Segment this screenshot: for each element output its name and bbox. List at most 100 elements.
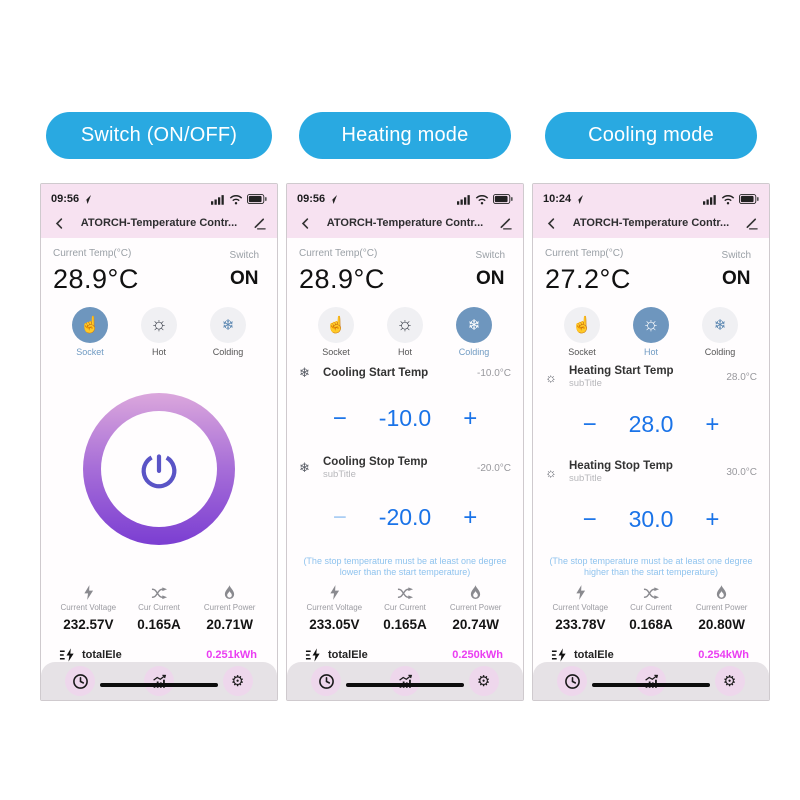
stepper-cooling-start: − -10.0 + (299, 405, 511, 432)
back-icon[interactable] (543, 217, 559, 230)
snowflake-icon: ❄ (713, 317, 727, 334)
status-time: 09:56 (51, 193, 80, 205)
nav-bar: ATORCH-Temperature Contr... (533, 208, 769, 238)
stats-button[interactable] (389, 666, 420, 696)
phone-body: Current Temp(°C) 28.9°C Switch ON ☝ Sock… (41, 238, 277, 700)
cellular-icon (703, 194, 717, 205)
edit-icon[interactable] (251, 217, 267, 230)
mode-socket[interactable]: ☝ Socket (553, 307, 611, 357)
page-title: ATORCH-Temperature Contr... (326, 217, 484, 229)
page-title: ATORCH-Temperature Contr... (572, 217, 730, 229)
settings-button[interactable]: ⚙ (468, 666, 499, 696)
setting-subtitle: subTitle (569, 378, 602, 389)
setting-row-heating-start: ☼ Heating Start Temp subTitle 28.0°C (545, 365, 757, 389)
total-ele-value: 0.254kWh (698, 649, 749, 661)
minus-button[interactable]: − (582, 505, 597, 533)
total-ele-icon (305, 648, 322, 662)
lightning-icon (299, 583, 370, 600)
power-button[interactable] (83, 393, 235, 545)
shuffle-icon (124, 583, 195, 600)
mode-colding[interactable]: ❄ Colding (199, 307, 257, 357)
phone-screen-switch: 09:56 ATORCH-Temperature Contr... (40, 183, 278, 701)
column-heating: Heating mode 09:56 ATORCH-Temper (286, 112, 524, 701)
home-indicator[interactable] (100, 683, 218, 687)
mode-label: Socket (322, 347, 350, 357)
plus-button[interactable]: + (705, 505, 720, 533)
note-text: (The stop temperature must be at least o… (303, 555, 507, 578)
mode-hot[interactable]: ☼ Hot (376, 307, 434, 357)
mode-selector: ☝ Socket ☼ Hot ❄ Colding (53, 307, 265, 357)
snowflake-icon: ❄ (299, 365, 310, 380)
settings-section: ❄ Cooling Start Temp -10.0°C − -10.0 + ❄ (299, 357, 511, 581)
mode-label: Hot (397, 347, 412, 357)
edit-icon[interactable] (497, 217, 513, 230)
hand-icon: ☝ (80, 317, 100, 334)
snowflake-icon: ❄ (299, 460, 310, 476)
phone-body: Current Temp(°C) 27.2°C Switch ON ☝ Sock… (533, 238, 769, 700)
columns: Switch (ON/OFF) 09:56 ATORCH-Tem (40, 112, 770, 701)
setting-title: Heating Start Temp (569, 365, 674, 377)
stats-button[interactable] (635, 666, 666, 696)
home-indicator[interactable] (346, 683, 464, 687)
minus-button[interactable]: − (582, 410, 597, 438)
flame-icon (440, 583, 511, 600)
history-button[interactable] (557, 666, 588, 696)
location-icon (574, 194, 584, 204)
current-temp-value: 28.9°C (299, 264, 385, 294)
pill-button-heating[interactable]: Heating mode (299, 112, 511, 159)
battery-icon (247, 194, 267, 204)
stats-button[interactable] (143, 666, 174, 696)
settings-button[interactable]: ⚙ (222, 666, 253, 696)
clock-icon (72, 673, 89, 690)
metric-power: Current Power 20.74W (440, 583, 511, 632)
status-bar: 09:56 (287, 184, 523, 208)
minus-button[interactable]: − (332, 404, 347, 432)
mode-label: Hot (151, 347, 166, 357)
wifi-icon (475, 194, 489, 205)
page-title: ATORCH-Temperature Contr... (80, 217, 238, 229)
current-temp-label: Current Temp(°C) (299, 248, 378, 259)
minus-button[interactable]: − (332, 503, 347, 531)
home-indicator[interactable] (592, 683, 710, 687)
history-button[interactable] (65, 666, 96, 696)
mode-colding[interactable]: ❄ Colding (445, 307, 503, 357)
mode-hot[interactable]: ☼ Hot (622, 307, 680, 357)
back-icon[interactable] (51, 217, 67, 230)
current-temp-label: Current Temp(°C) (545, 248, 624, 259)
mode-socket[interactable]: ☝ Socket (307, 307, 365, 357)
total-ele-icon (59, 648, 76, 662)
gear-icon: ⚙ (722, 673, 737, 690)
lightning-icon (53, 583, 124, 600)
pill-button-switch[interactable]: Switch (ON/OFF) (46, 112, 272, 159)
back-icon[interactable] (297, 217, 313, 230)
metrics-row: Current Voltage 233.05V Cur Current 0.16… (299, 583, 511, 632)
current-temp-label: Current Temp(°C) (53, 248, 132, 259)
history-button[interactable] (311, 666, 342, 696)
edit-icon[interactable] (743, 217, 759, 230)
pill-button-cooling[interactable]: Cooling mode (545, 112, 757, 159)
setting-value: 28.0°C (726, 371, 757, 383)
metric-voltage: Current Voltage 233.05V (299, 583, 370, 632)
plus-button[interactable]: + (463, 503, 478, 531)
sun-icon: ☼ (396, 314, 414, 335)
clock-icon (564, 673, 581, 690)
mode-hot[interactable]: ☼ Hot (130, 307, 188, 357)
metric-power: Current Power 20.80W (686, 583, 757, 632)
sun-icon: ☼ (545, 369, 557, 385)
status-bar: 09:56 (41, 184, 277, 208)
total-ele-value: 0.251kWh (206, 649, 257, 661)
phone-header: 09:56 ATORCH-Temperature Contr... (287, 184, 523, 238)
column-cooling: Cooling mode 10:24 ATORCH-Temper (532, 112, 770, 701)
status-bar: 10:24 (533, 184, 769, 208)
plus-button[interactable]: + (705, 410, 720, 438)
cellular-icon (211, 194, 225, 205)
total-energy-row: totalEle 0.251kWh (59, 648, 259, 662)
metric-current: Cur Current 0.165A (370, 583, 441, 632)
settings-button[interactable]: ⚙ (714, 666, 745, 696)
mode-socket[interactable]: ☝ Socket (61, 307, 119, 357)
plus-button[interactable]: + (463, 404, 478, 432)
mode-label: Colding (704, 347, 736, 357)
mode-selector: ☝ Socket ☼ Hot ❄ Colding (545, 307, 757, 357)
mode-colding[interactable]: ❄ Colding (691, 307, 749, 357)
status-time: 10:24 (543, 193, 572, 205)
